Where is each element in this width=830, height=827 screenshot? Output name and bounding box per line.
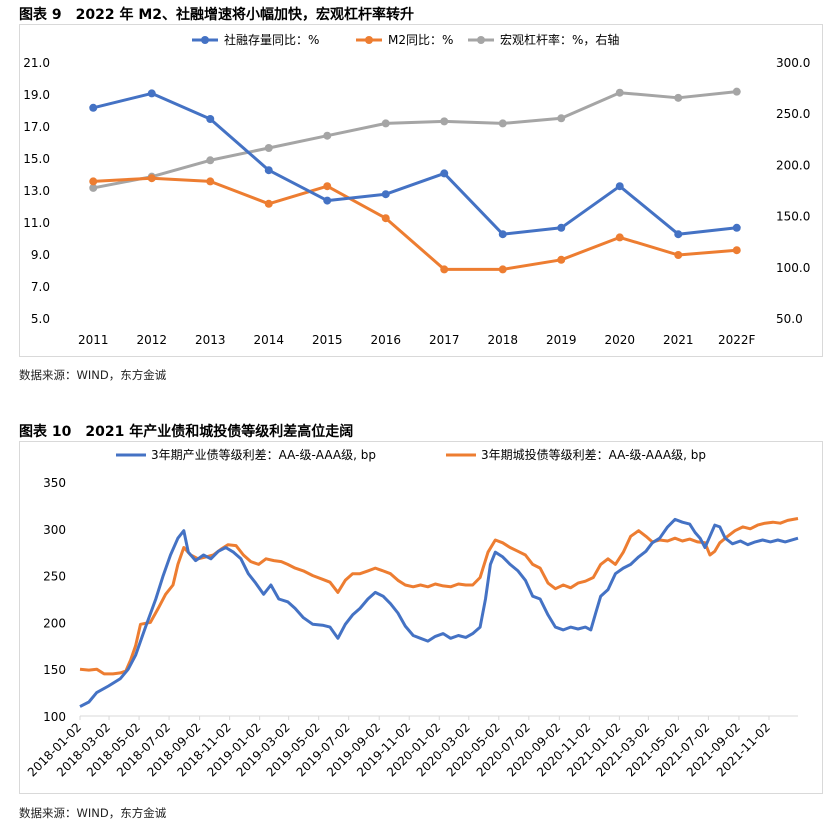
x-tick-label: 2018 <box>487 333 518 347</box>
legend-label: M2同比：% <box>388 33 453 47</box>
legend-marker <box>365 36 373 44</box>
y2-tick-label: 150.0 <box>776 210 810 224</box>
x-tick-label: 2012 <box>136 333 167 347</box>
y-tick-label: 15.0 <box>23 152 50 166</box>
data-point <box>381 119 390 128</box>
data-point <box>323 196 332 205</box>
data-point <box>206 156 215 165</box>
chart-title: 图表 10 2021 年产业债和城投债等级利差高位走阔 <box>19 424 354 440</box>
data-point <box>147 89 156 98</box>
x-tick-label: 2020 <box>604 333 635 347</box>
y-tick-label: 5.0 <box>31 312 50 326</box>
legend-label: 3年期城投债等级利差：AA-级-AAA级, bp <box>481 447 706 462</box>
data-point <box>674 251 683 259</box>
series-line <box>92 91 737 236</box>
x-tick-label: 2019 <box>546 333 577 347</box>
x-tick-label: 2011 <box>78 333 109 347</box>
data-point <box>206 177 215 186</box>
data-point <box>206 115 215 123</box>
legend-label: 3年期产业债等级利差：AA-级-AAA级, bp <box>151 448 376 462</box>
x-tick-label: 2017 <box>429 333 460 347</box>
data-point <box>615 88 624 97</box>
legend-label: 社融存量同比：% <box>224 32 319 47</box>
y-tick-label: 350 <box>43 476 66 490</box>
data-point <box>264 166 273 175</box>
series-line <box>79 517 799 708</box>
y-tick-label: 300 <box>43 523 66 537</box>
data-point <box>498 265 507 274</box>
y2-tick-label: 100.0 <box>776 261 810 275</box>
y-tick-label: 17.0 <box>23 120 50 134</box>
data-point <box>440 169 449 178</box>
series-line <box>92 90 737 190</box>
data-point <box>674 230 683 239</box>
data-point <box>732 223 741 232</box>
data-point <box>557 255 566 264</box>
x-tick-label: 2015 <box>312 333 343 347</box>
y-tick-label: 21.0 <box>23 56 50 70</box>
y-tick-label: 11.0 <box>23 216 50 230</box>
data-point <box>674 93 683 102</box>
x-tick-label: 2013 <box>195 333 226 347</box>
y-tick-label: 19.0 <box>23 88 50 102</box>
y-tick-label: 9.0 <box>31 248 50 262</box>
x-tick-label: 2016 <box>370 333 401 347</box>
y-tick-label: 7.0 <box>31 280 50 294</box>
line-chart: 21.0 19.0 17.0 15.0 13.0 11.0 9.0 7.0 5.0 300.0 25… <box>23 32 810 347</box>
data-point <box>323 182 332 191</box>
y2-tick-label: 300.0 <box>776 56 810 70</box>
chart-source: 数据来源：WIND，东方金诚 <box>19 806 167 820</box>
x-tick-label: 2022F <box>718 333 756 347</box>
data-point <box>498 230 507 239</box>
y-tick-label: 200 <box>43 616 66 630</box>
y-tick-label: 100 <box>43 710 66 724</box>
series-line <box>79 517 799 676</box>
data-point <box>615 233 624 242</box>
y2-tick-label: 250.0 <box>776 107 810 121</box>
data-point <box>732 246 741 255</box>
data-point <box>732 87 741 96</box>
legend-marker <box>201 36 209 44</box>
data-point <box>89 177 98 186</box>
chart-frame <box>19 441 823 794</box>
y-tick-label: 150 <box>43 663 66 677</box>
data-point <box>264 143 273 152</box>
data-point <box>557 223 566 232</box>
legend-marker <box>477 36 485 44</box>
data-point <box>440 265 449 274</box>
y2-tick-label: 50.0 <box>776 312 803 326</box>
y-tick-label: 13.0 <box>23 184 50 198</box>
series-line <box>93 176 737 271</box>
data-point <box>557 114 566 123</box>
y-tick-label: 250 <box>43 570 66 584</box>
x-tick-label: 2014 <box>253 333 284 347</box>
chart-title: 图表 9 2022 年 M2、社融增速将小幅加快，宏观杠杆率转升 <box>19 7 414 23</box>
data-point <box>615 182 624 191</box>
data-point <box>498 119 507 128</box>
data-point <box>440 117 449 126</box>
x-tick-label: 2021 <box>663 333 694 347</box>
y2-tick-label: 200.0 <box>776 158 810 172</box>
line-chart: 3503002502001501002018-01-022018-03-0220… <box>25 447 799 779</box>
data-point <box>89 103 98 112</box>
data-point <box>264 199 273 208</box>
legend-label: 宏观杠杆率：%，右轴 <box>500 32 619 47</box>
data-point <box>381 190 390 199</box>
chart-source: 数据来源：WIND，东方金诚 <box>19 368 167 382</box>
chart-frame <box>19 24 823 357</box>
data-point <box>323 131 332 140</box>
data-point <box>147 174 156 183</box>
data-point <box>381 214 390 223</box>
data-point <box>89 183 98 192</box>
